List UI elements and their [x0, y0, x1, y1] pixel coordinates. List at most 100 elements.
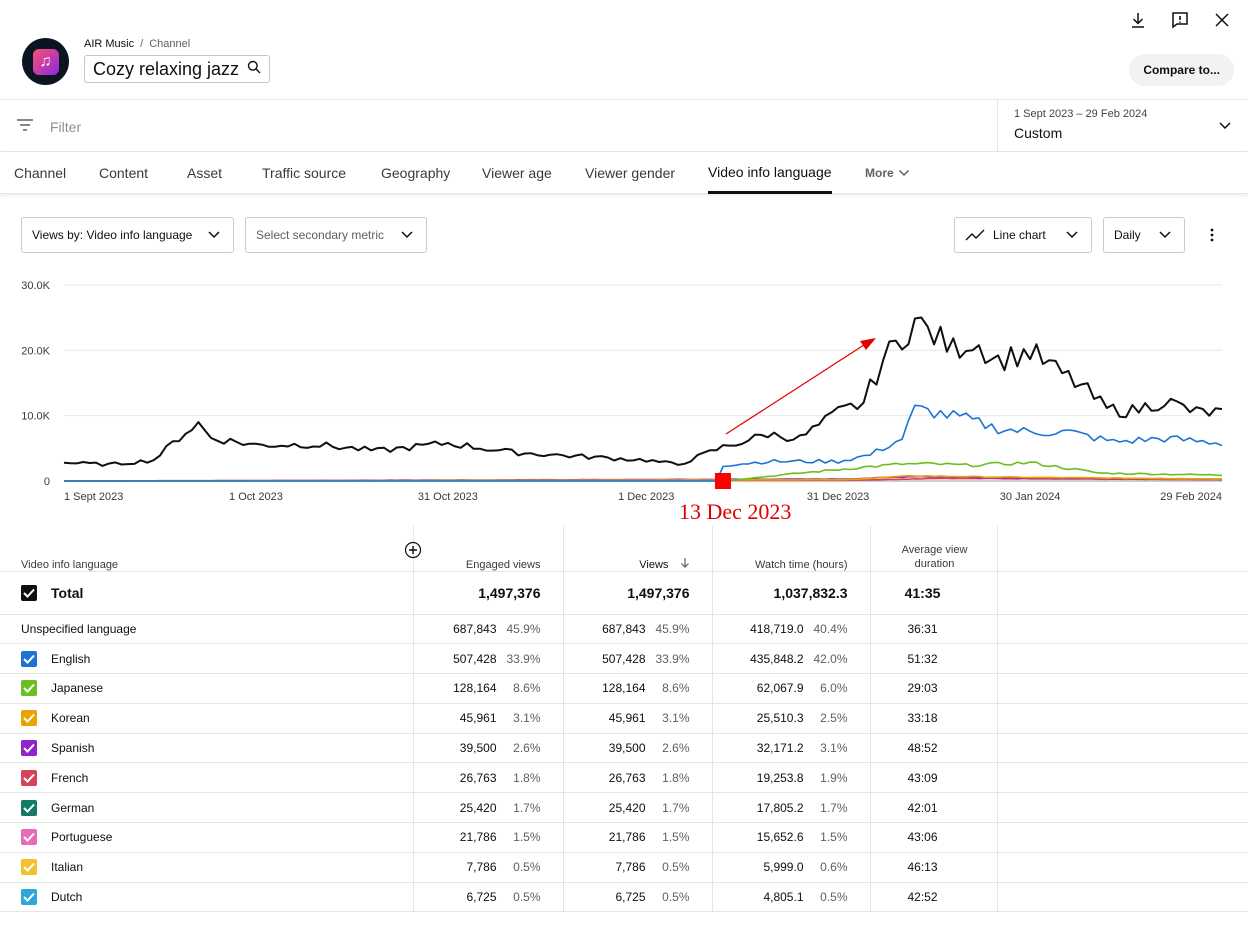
- granularity-select[interactable]: Daily: [1103, 217, 1185, 253]
- line-chart: 30.0K 20.0K 10.0K 0 1 Sept 2023 1 Oct 2023 31 …: [21, 280, 1223, 503]
- row-checkbox[interactable]: [21, 889, 37, 906]
- tab-more[interactable]: More: [865, 152, 910, 194]
- more-options-icon[interactable]: [1204, 226, 1220, 244]
- channel-title-box[interactable]: Cozy relaxing jazz: [84, 55, 271, 83]
- row-checkbox[interactable]: [21, 859, 37, 876]
- header: ♫ AIR Music / Channel Cozy relaxing jazz…: [0, 0, 1248, 100]
- table-row[interactable]: Dutch 6,725 0.5% 6,725 0.5% 4,805.1 0.5% 42:52: [0, 882, 1248, 913]
- chart-type-label: Line chart: [993, 228, 1046, 242]
- row-label-cell: English: [0, 643, 413, 675]
- total-row: Total 1,497,376 1,497,376 1,037,832.3 41:35: [0, 571, 1248, 615]
- y-tick-label: 20.0K: [21, 345, 50, 357]
- dimension-tabs: Channel Content Asset Traffic source Geo…: [0, 152, 1248, 194]
- secondary-metric-label: Select secondary metric: [256, 228, 385, 242]
- row-views: 687,843 45.9%: [562, 614, 712, 645]
- row-label-cell: Italian: [0, 852, 413, 883]
- row-avg: 46:13: [869, 852, 997, 883]
- total-label-cell: Total: [0, 571, 413, 615]
- row-watch: 62,067.9 6.0%: [711, 673, 870, 704]
- date-range-picker[interactable]: 1 Sept 2023 – 29 Feb 2024 Custom: [997, 100, 1248, 152]
- row-spacer: [996, 822, 1248, 853]
- breadcrumb: AIR Music / Channel: [84, 38, 190, 50]
- header-average-view-duration[interactable]: Average view duration: [869, 526, 997, 572]
- total-checkbox[interactable]: [21, 584, 37, 601]
- feedback-icon[interactable]: [1168, 8, 1192, 32]
- tab-viewer-age[interactable]: Viewer age: [482, 165, 552, 181]
- row-label-cell: German: [0, 792, 413, 824]
- row-label: Japanese: [51, 681, 104, 696]
- line-chart-icon: [965, 229, 985, 241]
- chevron-down-icon: [898, 166, 910, 180]
- row-checkbox[interactable]: [21, 680, 37, 697]
- header-watch-time[interactable]: Watch time (hours): [711, 526, 870, 572]
- table-row[interactable]: Korean 45,961 3.1% 45,961 3.1% 25,510.3 2.5% 33…: [0, 703, 1248, 734]
- tab-viewer-gender[interactable]: Viewer gender: [585, 165, 676, 181]
- row-engaged: 7,786 0.5%: [412, 852, 563, 883]
- row-spacer: [996, 673, 1248, 704]
- row-views: 128,164 8.6%: [562, 673, 712, 704]
- row-avg: 42:52: [869, 882, 997, 913]
- compare-button[interactable]: Compare to...: [1129, 54, 1234, 86]
- header-views[interactable]: Views: [562, 526, 712, 572]
- row-engaged: 21,786 1.5%: [412, 822, 563, 853]
- row-watch: 32,171.2 3.1%: [711, 733, 870, 764]
- date-range-text: 1 Sept 2023 – 29 Feb 2024: [1014, 108, 1148, 120]
- tab-video-info-language[interactable]: Video info language: [708, 152, 832, 194]
- x-tick-label: 30 Jan 2024: [1000, 491, 1061, 503]
- total-avg: 41:35: [869, 571, 997, 615]
- total-watch: 1,037,832.3: [711, 571, 870, 615]
- download-icon[interactable]: [1126, 8, 1150, 32]
- row-checkbox[interactable]: [21, 769, 37, 786]
- filter-input[interactable]: Filter: [50, 119, 82, 135]
- row-label: French: [51, 770, 89, 785]
- tab-traffic-source[interactable]: Traffic source: [262, 165, 347, 181]
- header-engaged-views[interactable]: Engaged views: [412, 526, 563, 572]
- table-row[interactable]: German 25,420 1.7% 25,420 1.7% 17,805.2 1.7% 42…: [0, 792, 1248, 824]
- row-checkbox[interactable]: [21, 650, 37, 667]
- add-column-icon[interactable]: [404, 541, 422, 562]
- channel-avatar: ♫: [22, 38, 69, 85]
- row-label: Italian: [51, 860, 84, 875]
- date-range-preset: Custom: [1014, 125, 1063, 141]
- tab-geography[interactable]: Geography: [381, 165, 451, 181]
- row-checkbox[interactable]: [21, 799, 37, 816]
- row-checkbox[interactable]: [21, 740, 37, 757]
- filter-icon[interactable]: [16, 117, 34, 138]
- table-row[interactable]: French 26,763 1.8% 26,763 1.8% 19,253.8 1.9% 43…: [0, 762, 1248, 794]
- breadcrumb-channel[interactable]: AIR Music: [84, 38, 135, 50]
- total-engaged: 1,497,376: [412, 571, 563, 615]
- table-row[interactable]: Spanish 39,500 2.6% 39,500 2.6% 32,171.2 3.1% 4…: [0, 733, 1248, 764]
- row-label: Portuguese: [51, 830, 113, 845]
- row-engaged: 6,725 0.5%: [412, 882, 563, 913]
- tab-asset[interactable]: Asset: [187, 165, 223, 181]
- row-watch: 5,999.0 0.6%: [711, 852, 870, 883]
- row-checkbox[interactable]: [21, 829, 37, 846]
- row-spacer: [996, 733, 1248, 764]
- row-avg: 36:31: [869, 614, 997, 645]
- row-engaged: 25,420 1.7%: [412, 792, 563, 824]
- annotation-arrow-head: [860, 338, 876, 350]
- filter-bar: Filter 1 Sept 2023 – 29 Feb 2024 Custom: [0, 100, 1248, 152]
- x-tick-label: 29 Feb 2024: [1160, 491, 1222, 503]
- secondary-metric-select[interactable]: Select secondary metric: [245, 217, 427, 253]
- tab-content[interactable]: Content: [99, 165, 149, 181]
- row-views: 507,428 33.9%: [562, 643, 712, 675]
- table-row[interactable]: Portuguese 21,786 1.5% 21,786 1.5% 15,652.6 1.…: [0, 822, 1248, 853]
- table-header-row: Video info language Engaged views Views …: [0, 526, 1248, 572]
- chart-type-select[interactable]: Line chart: [954, 217, 1092, 253]
- table-row[interactable]: English 507,428 33.9% 507,428 33.9% 435,848.2…: [0, 643, 1248, 675]
- row-checkbox[interactable]: [21, 710, 37, 727]
- row-label: Unspecified language: [21, 621, 137, 636]
- primary-metric-select[interactable]: Views by: Video info language: [21, 217, 234, 253]
- table-row[interactable]: Italian 7,786 0.5% 7,786 0.5% 5,999.0 0.6% 46:1…: [0, 852, 1248, 883]
- row-spacer: [996, 571, 1248, 615]
- row-engaged: 26,763 1.8%: [412, 762, 563, 794]
- table-row[interactable]: Japanese 128,164 8.6% 128,164 8.6% 62,067.9 6.…: [0, 673, 1248, 704]
- row-avg: 43:06: [869, 822, 997, 853]
- tab-channel[interactable]: Channel: [14, 165, 67, 181]
- row-label-cell: Dutch: [0, 882, 413, 913]
- table-row[interactable]: Unspecified language 687,843 45.9% 687,843 4…: [0, 614, 1248, 645]
- search-icon[interactable]: [247, 60, 261, 79]
- row-label-cell: French: [0, 762, 413, 794]
- close-icon[interactable]: [1210, 8, 1234, 32]
